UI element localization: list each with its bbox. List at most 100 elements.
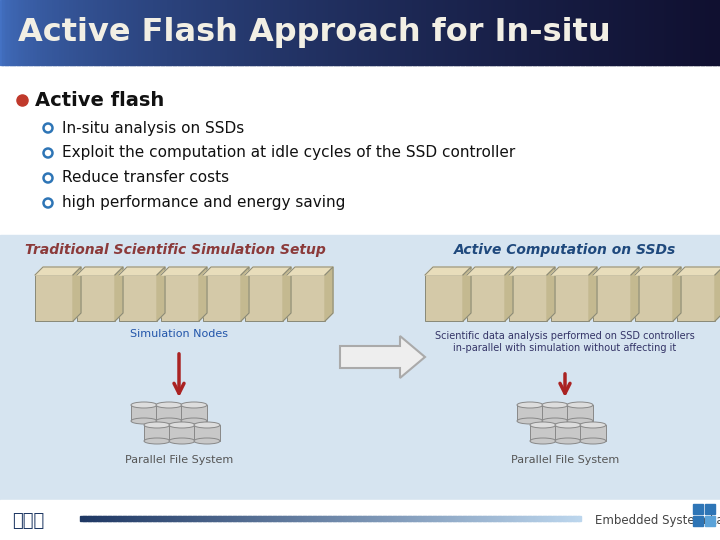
Bar	[492, 0, 495, 65]
Bar	[225, 0, 229, 65]
Bar	[290, 516, 294, 521]
Bar	[387, 516, 391, 521]
Ellipse shape	[517, 402, 543, 408]
Bar	[230, 516, 233, 521]
Bar	[398, 0, 402, 65]
Bar	[305, 516, 308, 521]
Bar	[230, 0, 234, 65]
Text: Exploit the computation at idle cycles of the SSD controller: Exploit the computation at idle cycles o…	[62, 145, 516, 160]
Bar	[555, 516, 559, 521]
Bar	[88, 516, 91, 521]
Bar	[53, 0, 56, 65]
Bar	[624, 0, 627, 65]
Bar	[225, 516, 228, 521]
Bar	[562, 0, 565, 65]
Ellipse shape	[194, 422, 220, 428]
Bar	[100, 516, 104, 521]
Bar	[525, 516, 528, 521]
Bar	[567, 516, 571, 521]
Bar	[439, 0, 443, 65]
Bar	[330, 516, 333, 521]
Bar	[679, 0, 683, 65]
Bar	[280, 516, 284, 521]
Ellipse shape	[542, 418, 568, 424]
Bar	[173, 0, 176, 65]
Bar	[125, 0, 128, 65]
Bar	[403, 0, 407, 65]
Bar	[220, 516, 223, 521]
Bar	[435, 516, 438, 521]
Bar	[465, 516, 469, 521]
Bar	[135, 516, 138, 521]
Bar	[0, 0, 4, 65]
Bar	[343, 0, 346, 65]
Text: high performance and energy saving: high performance and energy saving	[62, 195, 346, 211]
Bar	[405, 516, 408, 521]
Bar	[319, 0, 323, 65]
Bar	[509, 275, 547, 321]
Bar	[127, 516, 131, 521]
Bar	[189, 0, 193, 65]
Polygon shape	[547, 267, 555, 321]
Bar	[336, 0, 339, 65]
Bar	[358, 516, 361, 521]
Polygon shape	[589, 267, 597, 321]
Bar	[430, 516, 433, 521]
Bar	[703, 0, 706, 65]
Bar	[180, 516, 184, 521]
Polygon shape	[283, 267, 291, 321]
Bar	[286, 0, 289, 65]
Bar	[523, 516, 526, 521]
Bar	[178, 0, 181, 65]
Bar	[643, 0, 647, 65]
Bar	[333, 516, 336, 521]
Bar	[335, 516, 338, 521]
Bar	[255, 516, 258, 521]
Bar	[499, 0, 503, 65]
Bar	[260, 516, 264, 521]
Text: Traditional Scientific Simulation Setup: Traditional Scientific Simulation Setup	[24, 243, 325, 257]
Ellipse shape	[517, 418, 543, 424]
Bar	[377, 0, 380, 65]
Bar	[392, 516, 396, 521]
Bar	[266, 0, 270, 65]
Bar	[401, 0, 404, 65]
Ellipse shape	[580, 438, 606, 444]
Bar	[185, 516, 189, 521]
Bar	[395, 516, 398, 521]
Bar	[701, 0, 704, 65]
Bar	[24, 0, 27, 65]
Bar	[43, 0, 47, 65]
Bar	[372, 0, 375, 65]
Bar	[475, 0, 479, 65]
Polygon shape	[203, 267, 249, 275]
Bar	[450, 516, 454, 521]
Bar	[452, 516, 456, 521]
Bar	[657, 0, 661, 65]
Bar	[210, 516, 214, 521]
Bar	[360, 516, 364, 521]
Polygon shape	[509, 267, 555, 275]
Bar	[259, 0, 263, 65]
Ellipse shape	[530, 422, 556, 428]
Bar	[175, 0, 179, 65]
Bar	[369, 0, 373, 65]
Bar	[691, 0, 695, 65]
Bar	[261, 0, 265, 65]
Bar	[194, 0, 198, 65]
Bar	[575, 516, 578, 521]
Bar	[170, 516, 174, 521]
Bar	[497, 0, 500, 65]
Bar	[545, 0, 548, 65]
Bar	[585, 0, 589, 65]
Bar	[549, 0, 553, 65]
Bar	[455, 516, 459, 521]
Bar	[217, 516, 221, 521]
Bar	[90, 516, 94, 521]
Bar	[263, 516, 266, 521]
Bar	[533, 516, 536, 521]
Bar	[110, 516, 114, 521]
Bar	[367, 516, 371, 521]
Bar	[430, 0, 433, 65]
Bar	[322, 0, 325, 65]
